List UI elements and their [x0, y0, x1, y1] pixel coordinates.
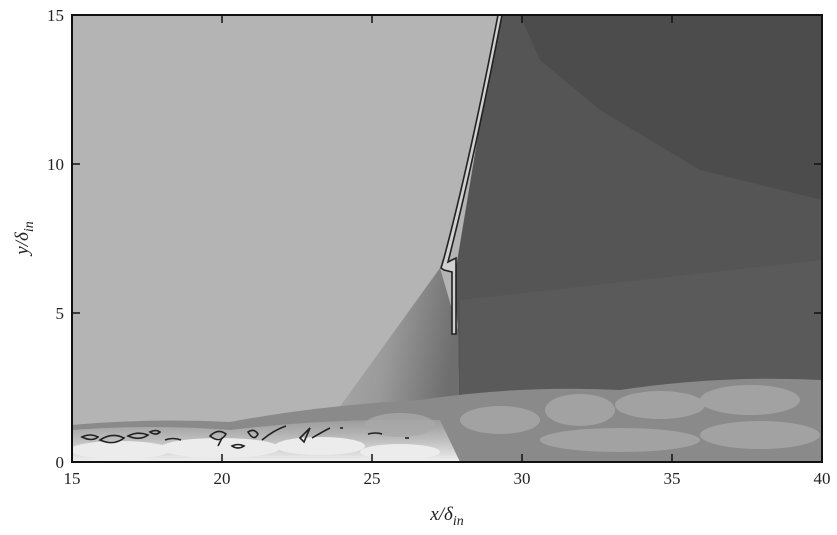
- x-tick-label: 25: [364, 469, 381, 488]
- x-tick-label: 15: [64, 469, 81, 488]
- contour-field: [70, 15, 822, 462]
- y-tick-label: 5: [56, 304, 65, 323]
- x-tick-label: 30: [514, 469, 531, 488]
- y-axis-label: y/δin: [12, 221, 37, 256]
- x-axis-label: x/δin: [429, 504, 463, 529]
- chart: x/δin y/δin 15 20 25 30 35 40 0 5 10 15: [0, 0, 837, 530]
- x-tick-label: 20: [214, 469, 231, 488]
- y-tick-label: 10: [47, 155, 64, 174]
- x-tick-label: 40: [814, 469, 831, 488]
- y-tick-label: 0: [56, 453, 65, 472]
- x-tick-label: 35: [664, 469, 681, 488]
- y-tick-label: 15: [47, 6, 64, 25]
